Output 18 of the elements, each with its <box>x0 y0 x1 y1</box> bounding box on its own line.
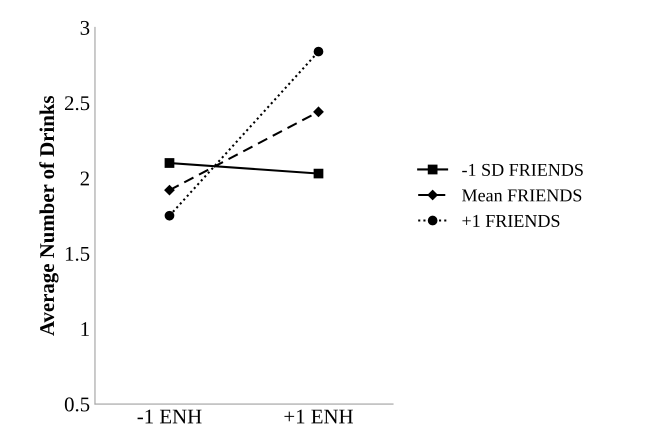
y-tick-label: 2 <box>80 172 89 186</box>
x-tick-label: -1 ENH <box>138 410 202 424</box>
y-tick-label: 1 <box>82 322 89 336</box>
legend-label: Mean FRIENDS <box>462 189 582 202</box>
y-tick-label: 3 <box>80 20 90 35</box>
y-tick-label: 0.5 <box>64 397 90 412</box>
point <box>164 158 174 168</box>
point <box>313 106 324 117</box>
point <box>314 168 324 178</box>
point <box>164 210 174 221</box>
legend-label: +1 FRIENDS <box>462 214 560 227</box>
y-tick-label: 2.5 <box>64 96 90 110</box>
x-tick-label: +1 ENH <box>284 410 353 424</box>
y-axis-title: Average Number of Drinks <box>39 96 59 336</box>
y-tick-label: 1.5 <box>66 246 90 261</box>
legend-label: -1 SD FRIENDS <box>462 164 583 176</box>
point <box>164 185 175 196</box>
point <box>314 46 324 56</box>
